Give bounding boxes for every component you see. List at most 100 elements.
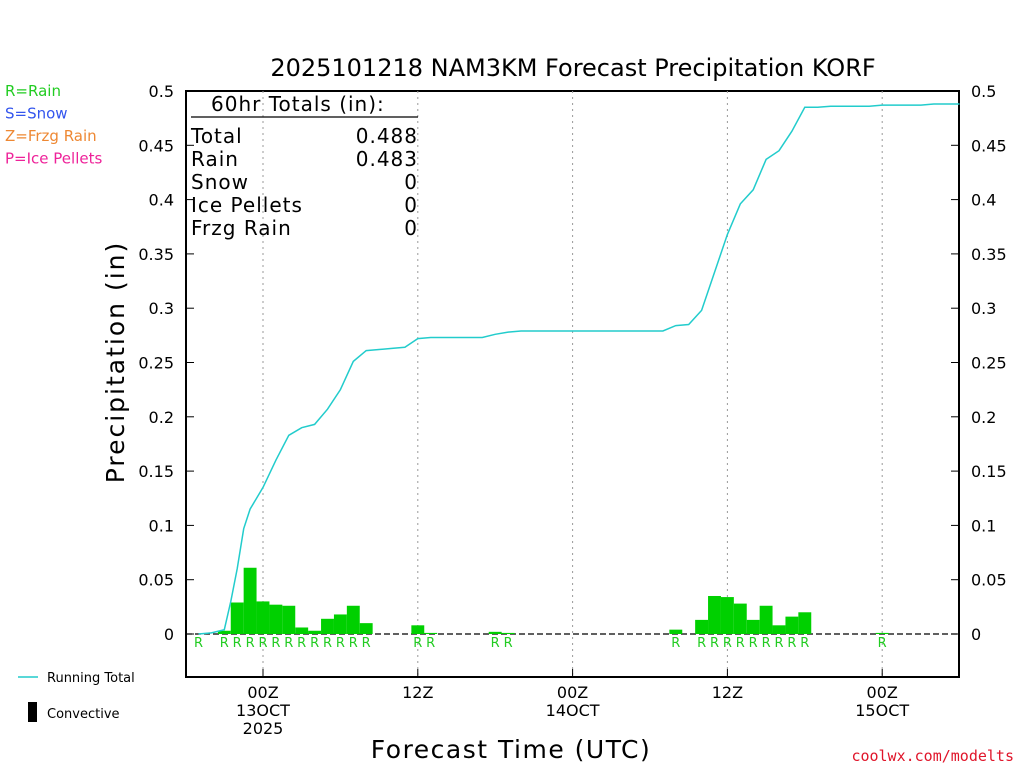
precip-bar [256, 601, 270, 634]
totals-row-value: 0.483 [356, 147, 418, 171]
precip-type-legend: R=Rain S=Snow Z=Frzg Rain P=Ice Pellets [5, 82, 102, 168]
precip-type-marker: R [349, 636, 358, 651]
totals-row-value: 0 [404, 193, 418, 217]
precip-bar [269, 604, 283, 634]
y-tick-label: 0.05 [138, 571, 174, 590]
precip-type-marker: R [284, 636, 293, 651]
precip-bar [875, 632, 889, 634]
y-tick-label: 0.1 [149, 516, 174, 535]
x-tick-label: 00Z [867, 683, 898, 702]
precip-type-legend-item: S=Snow [5, 105, 68, 123]
y-tick-label: 0 [971, 625, 981, 644]
running-total-line [198, 103, 960, 635]
x-tick-label: 12Z [712, 683, 743, 702]
precip-type-marker: R [671, 636, 680, 651]
precip-bar [346, 605, 360, 634]
precip-bar [720, 597, 734, 634]
precip-type-marker: R [297, 636, 306, 651]
y-tick-label: 0.1 [971, 516, 996, 535]
x-tick-label: 13OCT [236, 701, 290, 720]
x-tick-label: 15OCT [855, 701, 909, 720]
precip-type-marker: R [246, 636, 255, 651]
precip-type-marker: R [697, 636, 706, 651]
y-tick-label: 0.05 [971, 571, 1007, 590]
y-tick-label: 0.45 [138, 136, 174, 155]
y-tick-label: 0.35 [138, 245, 174, 264]
y-axis-left: 0 0.05 0.1 0.15 0.2 0.25 0.3 0.35 0.4 0.45 0.5 [138, 82, 194, 644]
precip-type-marker: R [504, 636, 513, 651]
vertical-gridlines [262, 91, 883, 677]
precip-bar [217, 630, 231, 634]
precip-bar [772, 625, 786, 634]
precip-type-marker: R [762, 636, 771, 651]
y-axis-label: Precipitation (in) [101, 241, 130, 484]
hourly-precip-bars [217, 567, 889, 634]
precip-bar [282, 605, 296, 634]
precip-bar [230, 602, 244, 634]
y-tick-label: 0.25 [138, 354, 174, 373]
convective-legend-label: Convective [47, 707, 120, 722]
y-tick-label: 0.35 [971, 245, 1007, 264]
totals-box: 60hr Totals (in): Total 0.488 Rain 0.483 Sno… [190, 92, 418, 240]
x-tick-label: 00Z [247, 683, 278, 702]
precip-type-marker: R [774, 636, 783, 651]
totals-row-label: Frzg Rain [191, 216, 292, 240]
y-tick-label: 0 [164, 625, 174, 644]
y-tick-label: 0.3 [149, 299, 174, 318]
precip-type-marker: R [194, 636, 203, 651]
precip-bar [321, 618, 334, 634]
totals-row-label: Rain [191, 147, 239, 171]
precip-type-marker: R [271, 636, 280, 651]
x-axis-label: Forecast Time (UTC) [371, 735, 651, 764]
precip-type-marker: R [723, 636, 732, 651]
precip-bar [759, 605, 773, 634]
credit-text: coolwx.com/modelts [851, 747, 1014, 765]
y-tick-label: 0.3 [971, 299, 996, 318]
precip-type-marker: R [800, 636, 809, 651]
precip-type-marker: R [878, 636, 887, 651]
precip-type-marker: R [491, 636, 500, 651]
x-tick-label: 12Z [402, 683, 433, 702]
precip-bar [501, 632, 515, 634]
precip-type-legend-item: R=Rain [5, 82, 61, 100]
totals-header: 60hr Totals (in): [211, 92, 385, 116]
y-axis-right: 0 0.05 0.1 0.15 0.2 0.25 0.3 0.35 0.4 0.45 0.5 [951, 82, 1007, 644]
y-tick-label: 0.25 [971, 354, 1007, 373]
precip-type-marker: R [233, 636, 242, 651]
precip-bar [488, 631, 502, 634]
precip-type-marker: R [323, 636, 332, 651]
precip-type-marker: R [362, 636, 371, 651]
precip-type-marker: R [220, 636, 229, 651]
totals-row-value: 0 [404, 216, 418, 240]
precip-type-marker: R [413, 636, 422, 651]
x-tick-label: 00Z [557, 683, 588, 702]
precip-bar [708, 595, 721, 634]
y-tick-label: 0.5 [971, 82, 996, 101]
totals-row-label: Ice Pellets [191, 193, 303, 217]
precip-bar [746, 619, 760, 634]
precip-type-marker: R [336, 636, 345, 651]
precip-type-marker: R [749, 636, 758, 651]
precip-type-marker: R [310, 636, 319, 651]
y-tick-label: 0.15 [971, 462, 1007, 481]
totals-row-label: Total [190, 124, 243, 148]
x-tick-label: 14OCT [546, 701, 600, 720]
y-tick-label: 0.15 [138, 462, 174, 481]
precip-bar [424, 632, 438, 634]
totals-row-label: Snow [191, 170, 249, 194]
y-tick-label: 0.2 [971, 408, 996, 427]
precip-bar [308, 630, 322, 634]
precip-type-legend-item: Z=Frzg Rain [5, 127, 97, 145]
precip-bar [669, 629, 683, 634]
precip-type-marker: R [787, 636, 796, 651]
precip-bar [333, 614, 347, 634]
y-tick-label: 0.5 [149, 82, 174, 101]
precip-bar [733, 603, 747, 634]
convective-legend-swatch [28, 702, 37, 722]
precip-type-legend-item: P=Ice Pellets [5, 150, 102, 168]
totals-row-value: 0.488 [356, 124, 418, 148]
precip-type-marker: R [426, 636, 435, 651]
